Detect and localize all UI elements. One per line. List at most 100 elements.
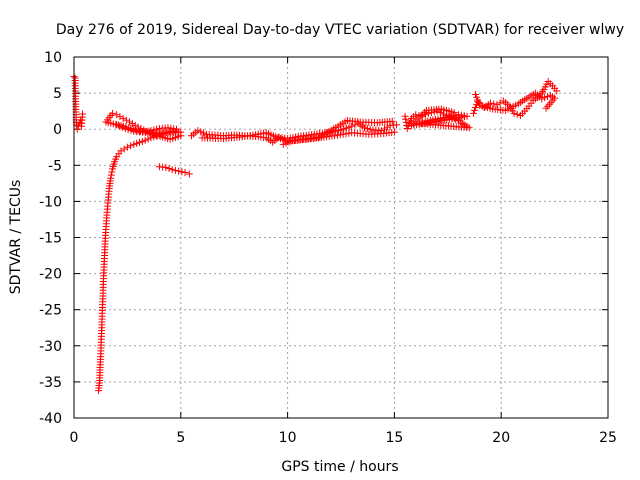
data-point-marker: [119, 114, 127, 122]
data-point-marker: [130, 140, 138, 148]
data-point-marker: [402, 118, 410, 126]
data-point-marker: [168, 166, 176, 174]
data-point-marker: [541, 94, 549, 102]
data-point-marker: [174, 133, 182, 141]
data-point-marker: [389, 121, 397, 129]
y-tick-label: 0: [53, 122, 62, 138]
x-tick-label: 15: [385, 430, 403, 446]
y-tick-label: -40: [39, 411, 62, 427]
data-point-marker: [499, 106, 507, 114]
data-point-marker: [110, 160, 118, 168]
data-point-marker: [116, 113, 124, 121]
data-point-marker: [141, 136, 149, 144]
data-point-marker: [410, 113, 418, 121]
x-axis-label: GPS time / hours: [281, 459, 398, 475]
x-tick-label: 25: [599, 430, 617, 446]
data-point-marker: [132, 126, 140, 134]
data-point-marker: [238, 133, 246, 141]
data-point-marker: [260, 129, 268, 137]
data-point-marker: [341, 118, 349, 126]
data-point-marker: [546, 80, 554, 88]
y-tick-label: -30: [39, 339, 62, 355]
data-point-marker: [171, 166, 179, 174]
data-point-marker: [362, 130, 370, 138]
data-point-marker: [475, 99, 483, 107]
data-point-marker: [181, 169, 189, 177]
data-point-marker: [107, 171, 115, 179]
data-points: [70, 72, 561, 395]
data-point-marker: [421, 108, 429, 116]
data-point-marker: [133, 139, 141, 147]
data-point-marker: [313, 134, 321, 142]
data-point-marker: [471, 106, 478, 114]
data-point-marker: [127, 142, 135, 150]
data-point-marker: [345, 123, 353, 131]
data-point-marker: [516, 98, 524, 106]
data-point-marker: [513, 110, 521, 118]
data-point-marker: [538, 88, 546, 96]
data-point-marker: [386, 117, 394, 125]
data-point-marker: [402, 115, 410, 123]
data-point-marker: [536, 93, 544, 101]
data-point-marker: [107, 111, 115, 119]
data-point-marker: [149, 130, 157, 138]
data-point-marker: [197, 128, 205, 136]
data-point-marker: [178, 168, 186, 176]
data-point-marker: [469, 109, 477, 117]
plot-frame: [73, 56, 609, 419]
axis-ticks: 0 5 10 15 20 25 -40 -35 -30 -25 -20 -15 -10 -5 0 5 10: [39, 50, 617, 446]
data-point-marker: [285, 138, 293, 146]
data-point-marker: [165, 165, 173, 173]
data-point-marker: [529, 90, 537, 98]
data-point-marker: [126, 118, 134, 126]
data-point-marker: [436, 109, 444, 117]
x-tick-label: 5: [176, 430, 185, 446]
y-tick-label: -5: [48, 158, 62, 174]
data-point-marker: [486, 104, 494, 112]
data-point-marker: [115, 150, 123, 158]
data-point-marker: [112, 155, 120, 163]
data-point-marker: [136, 138, 144, 146]
data-point-marker: [519, 109, 527, 117]
data-point-marker: [448, 108, 456, 116]
x-tick-label: 20: [492, 430, 510, 446]
data-point-marker: [366, 125, 374, 133]
data-point-marker: [459, 119, 467, 127]
data-point-marker: [328, 132, 336, 140]
data-point-marker: [120, 145, 128, 153]
data-point-marker: [104, 199, 112, 207]
data-point-marker: [401, 112, 409, 120]
data-point-marker: [512, 101, 520, 109]
data-point-marker: [147, 134, 155, 142]
data-point-marker: [551, 84, 559, 92]
y-tick-label: -10: [39, 194, 62, 210]
data-point-marker: [114, 121, 122, 129]
data-point-marker: [108, 168, 116, 176]
data-point-marker: [103, 211, 111, 219]
chart-title: Day 276 of 2019, Sidereal Day-to-day VTE…: [56, 22, 624, 38]
data-point-marker: [388, 128, 396, 136]
data-point-marker: [358, 122, 366, 130]
data-point-marker: [170, 125, 178, 133]
y-tick-label: -15: [39, 231, 62, 247]
y-tick-label: -25: [39, 303, 62, 319]
data-point-marker: [185, 170, 193, 178]
data-point-marker: [472, 104, 480, 112]
data-point-marker: [78, 113, 86, 121]
data-point-marker: [200, 129, 208, 137]
x-tick-label: 10: [279, 430, 297, 446]
data-point-marker: [144, 135, 152, 143]
data-point-marker: [523, 105, 531, 113]
data-point-marker: [122, 116, 130, 124]
y-tick-label: 10: [44, 50, 62, 66]
data-point-marker: [106, 177, 114, 185]
x-tick-label: 0: [70, 430, 79, 446]
data-point-marker: [544, 102, 552, 110]
y-tick-label: 5: [53, 86, 62, 102]
data-point-marker: [138, 137, 146, 145]
data-point-marker: [123, 143, 131, 151]
data-point-marker: [113, 111, 121, 119]
data-point-marker: [105, 187, 113, 195]
